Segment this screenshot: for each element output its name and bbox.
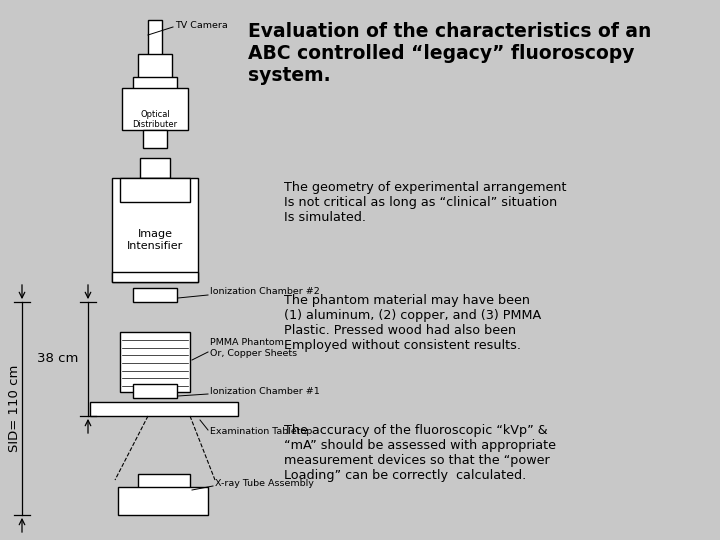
Text: Image
Intensifier: Image Intensifier [127,229,183,251]
Text: Optical
Distributer: Optical Distributer [132,110,178,130]
Bar [133,288,177,302]
Text: The geometry of experimental arrangement
Is not critical as long as “clinical” s: The geometry of experimental arrangement… [284,181,567,224]
Text: The accuracy of the fluoroscopic “kVp” &
“mA” should be assessed with appropriat: The accuracy of the fluoroscopic “kVp” &… [284,424,557,482]
Bar [133,77,177,95]
Bar [90,402,238,416]
Bar [133,384,177,398]
Bar [112,178,198,282]
Bar [143,130,167,148]
Text: 38 cm: 38 cm [37,353,78,366]
Text: TV Camera: TV Camera [175,21,228,30]
Bar [138,54,172,80]
Bar [118,487,208,515]
Bar [112,272,198,282]
Bar [120,178,190,202]
Text: Evaluation of the characteristics of an
ABC controlled “legacy” fluoroscopy
syst: Evaluation of the characteristics of an … [248,22,652,85]
Bar [148,20,162,55]
Text: Ionization Chamber #2: Ionization Chamber #2 [210,287,320,296]
Text: Examination Tabletop: Examination Tabletop [210,428,312,436]
Bar [138,474,190,488]
Bar [140,158,170,178]
Text: SID= 110 cm: SID= 110 cm [9,365,22,452]
Bar [122,88,188,130]
Text: X-ray Tube Assembly: X-ray Tube Assembly [215,480,314,489]
Text: The phantom material may have been
(1) aluminum, (2) copper, and (3) PMMA
Plasti: The phantom material may have been (1) a… [284,294,541,352]
Text: Ionization Chamber #1: Ionization Chamber #1 [210,388,320,396]
Text: PMMA Phantom
Or, Copper Sheets: PMMA Phantom Or, Copper Sheets [210,338,297,357]
Bar [120,332,190,392]
